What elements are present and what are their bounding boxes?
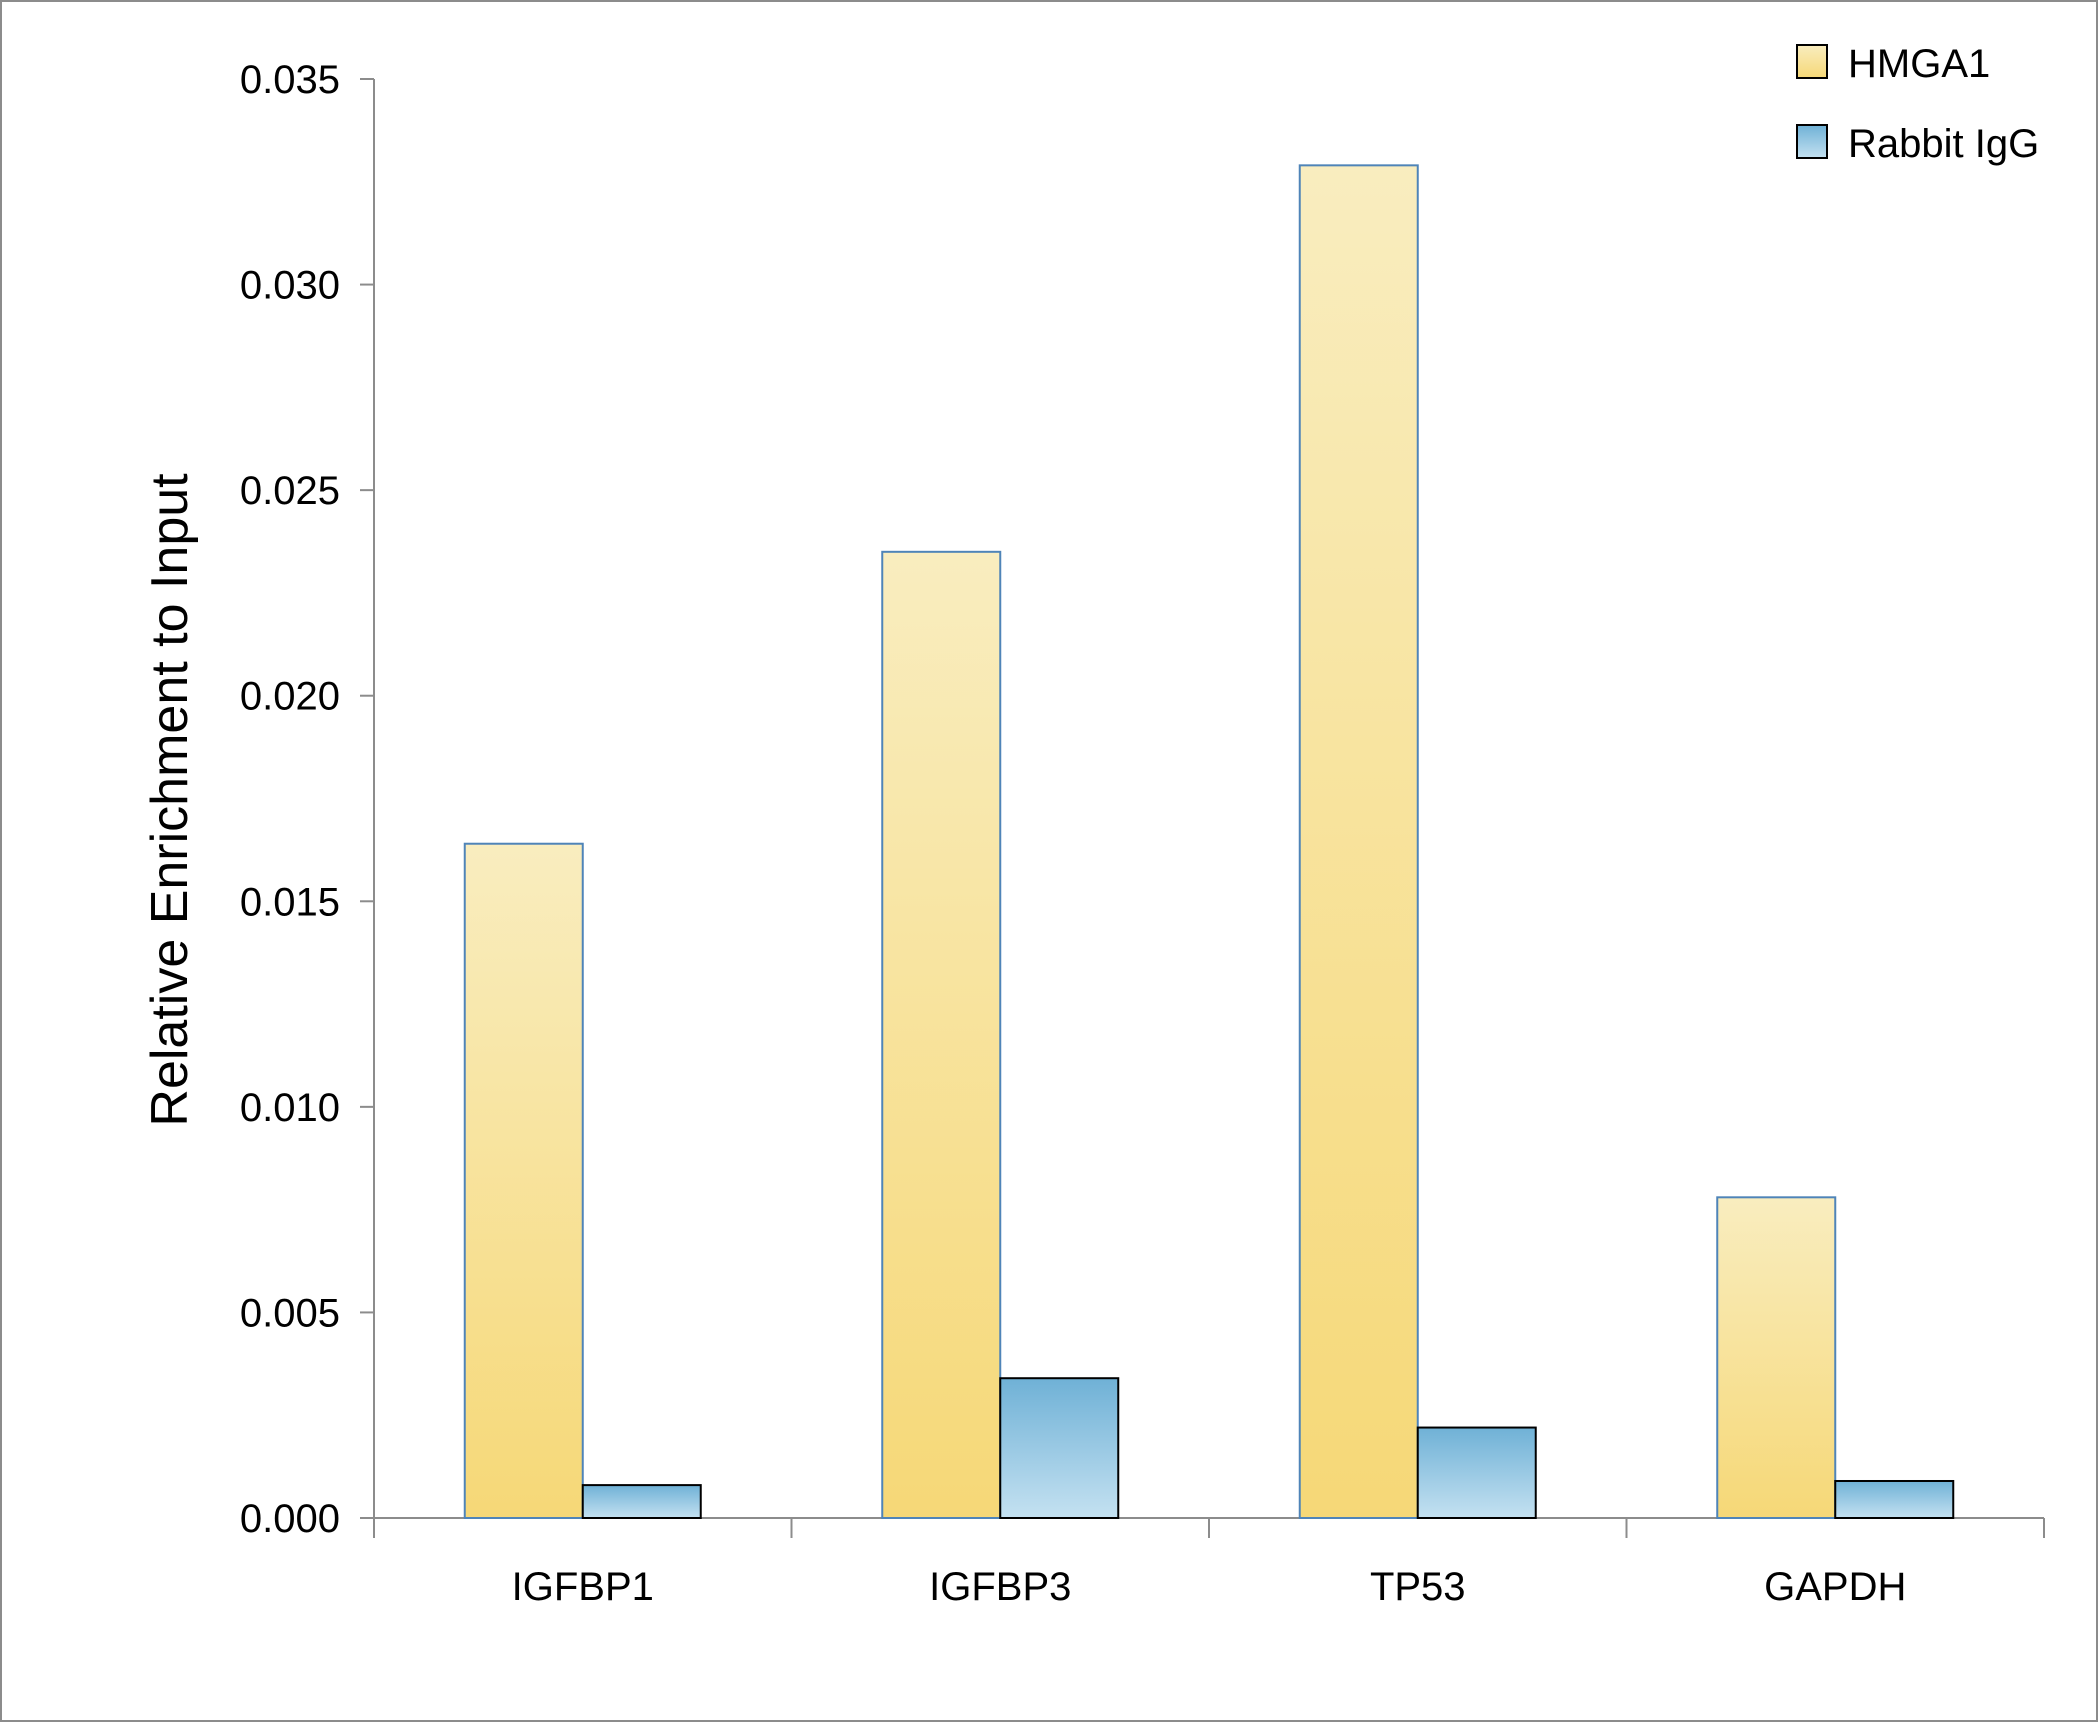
- legend-label: Rabbit IgG: [1848, 122, 2039, 166]
- bar-rabbit-igg: [999, 1377, 1120, 1519]
- x-category-label: IGFBP1: [512, 1565, 654, 1609]
- legend-swatch-rabbit-igg: [1796, 124, 1828, 159]
- bars: [463, 164, 1955, 1520]
- legend-swatch-hmga1: [1796, 44, 1828, 79]
- bar-rabbit-igg: [1416, 1426, 1537, 1520]
- y-tick-label: 0.010: [240, 1086, 340, 1130]
- x-category-label: TP53: [1370, 1565, 1466, 1609]
- legend: HMGA1 Rabbit IgG: [1796, 42, 2039, 166]
- y-tick-label: 0.020: [240, 675, 340, 719]
- y-tick-label: 0.015: [240, 880, 340, 924]
- bar-rabbit-igg: [1834, 1479, 1955, 1520]
- y-tick-label: 0.030: [240, 264, 340, 308]
- x-axis: IGFBP1 IGFBP3 TP53 GAPDH: [373, 1517, 2045, 1609]
- x-category-label: GAPDH: [1764, 1565, 1906, 1609]
- y-tick-label: 0.035: [240, 58, 340, 102]
- bar-rabbit-igg: [581, 1484, 702, 1519]
- y-tick-label: 0.000: [240, 1497, 340, 1541]
- x-category-label: IGFBP3: [929, 1565, 1071, 1609]
- y-axis: 0.000 0.005 0.010 0.015 0.020 0.025 0.030 0.035: [240, 58, 375, 1541]
- bar-hmga1: [463, 842, 584, 1519]
- legend-label: HMGA1: [1848, 42, 1990, 86]
- bar-hmga1: [1716, 1196, 1837, 1520]
- y-tick-label: 0.025: [240, 469, 340, 513]
- y-axis-title: Relative Enrichment to Input: [141, 473, 199, 1127]
- y-tick-label: 0.005: [240, 1291, 340, 1335]
- bar-hmga1: [881, 550, 1002, 1519]
- bar-hmga1: [1298, 164, 1419, 1520]
